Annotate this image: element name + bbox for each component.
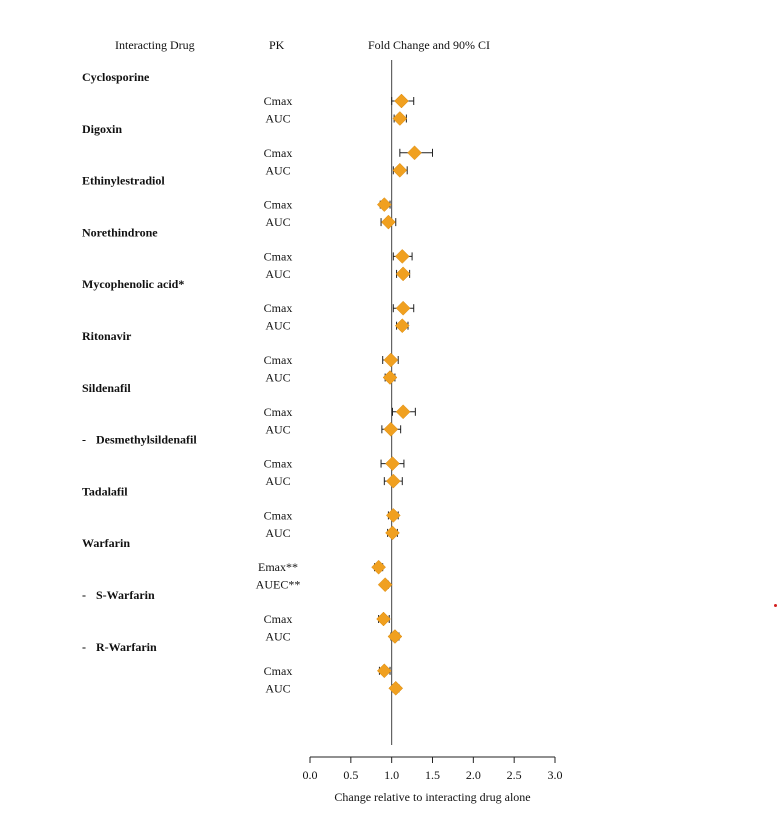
estimate-diamond xyxy=(387,629,403,644)
pk-label: AUC xyxy=(265,267,290,281)
x-tick-label: 1.5 xyxy=(425,768,440,782)
group-label: Digoxin xyxy=(82,122,122,136)
group-dash: - xyxy=(82,640,86,654)
pk-label: AUC xyxy=(265,681,290,695)
estimate-diamond xyxy=(392,111,408,126)
group-dash: - xyxy=(82,433,86,447)
estimate-diamond xyxy=(394,249,410,264)
estimate-diamond xyxy=(385,508,401,523)
estimate-diamond xyxy=(394,318,410,334)
pk-label: AUC xyxy=(265,215,290,229)
group-label: Sildenafil xyxy=(82,381,131,395)
pk-label: Cmax xyxy=(264,405,293,419)
estimate-diamond xyxy=(381,214,396,230)
estimate-diamond xyxy=(376,663,392,679)
estimate-diamond xyxy=(383,421,399,437)
estimate-diamond xyxy=(395,266,411,282)
pk-label: AUEC** xyxy=(256,578,301,592)
header-fold-change: Fold Change and 90% CI xyxy=(368,38,490,52)
estimate-diamond xyxy=(395,404,411,420)
estimate-diamond xyxy=(376,611,391,627)
group-label: Ritonavir xyxy=(82,329,132,343)
pk-label: Cmax xyxy=(264,353,293,367)
group-label: Warfarin xyxy=(82,536,130,550)
pk-label: Cmax xyxy=(264,249,293,263)
stray-dot xyxy=(774,604,777,607)
header-interacting-drug: Interacting Drug xyxy=(115,38,195,52)
x-axis-label: Change relative to interacting drug alon… xyxy=(334,790,531,804)
group-label: Norethindrone xyxy=(82,225,158,239)
group-label: R-Warfarin xyxy=(96,640,157,654)
group-dash: - xyxy=(82,588,86,602)
pk-label: Cmax xyxy=(264,198,293,212)
pk-label: Cmax xyxy=(264,301,293,315)
header-pk: PK xyxy=(269,38,285,52)
pk-label: AUC xyxy=(265,630,290,644)
x-tick-label: 3.0 xyxy=(548,768,563,782)
estimate-diamond xyxy=(371,559,386,575)
pk-label: AUC xyxy=(265,422,290,436)
pk-label: AUC xyxy=(265,112,290,126)
pk-label: Cmax xyxy=(264,94,293,108)
pk-label: AUC xyxy=(265,163,290,177)
pk-label: Cmax xyxy=(264,612,293,626)
pk-label: Cmax xyxy=(264,664,293,678)
group-label: Desmethylsildenafil xyxy=(96,433,197,447)
estimate-diamond xyxy=(385,456,400,471)
estimate-diamond xyxy=(382,370,398,385)
estimate-diamond xyxy=(394,93,409,109)
group-label: Cyclosporine xyxy=(82,70,150,84)
estimate-diamond xyxy=(392,162,408,178)
x-tick-label: 2.5 xyxy=(507,768,522,782)
estimate-diamond xyxy=(407,145,422,161)
pk-label: AUC xyxy=(265,474,290,488)
pk-label: AUC xyxy=(265,371,290,385)
estimate-diamond xyxy=(395,300,411,316)
group-label: Ethinylestradiol xyxy=(82,174,165,188)
group-label: Tadalafil xyxy=(82,484,128,498)
group-label: Mycophenolic acid* xyxy=(82,277,184,291)
x-tick-label: 2.0 xyxy=(466,768,481,782)
pk-label: Cmax xyxy=(264,146,293,160)
estimate-diamond xyxy=(376,197,392,212)
estimate-diamond xyxy=(377,577,393,593)
x-tick-label: 1.0 xyxy=(384,768,399,782)
estimate-diamond xyxy=(388,680,404,696)
estimate-diamond xyxy=(385,525,400,541)
x-tick-label: 0.5 xyxy=(343,768,358,782)
estimate-diamond xyxy=(383,352,399,368)
group-label: S-Warfarin xyxy=(96,588,155,602)
pk-label: Cmax xyxy=(264,457,293,471)
pk-label: Cmax xyxy=(264,508,293,522)
pk-label: Emax** xyxy=(258,560,298,574)
pk-label: AUC xyxy=(265,319,290,333)
pk-label: AUC xyxy=(265,526,290,540)
estimate-diamond xyxy=(385,473,401,489)
x-tick-label: 0.0 xyxy=(303,768,318,782)
